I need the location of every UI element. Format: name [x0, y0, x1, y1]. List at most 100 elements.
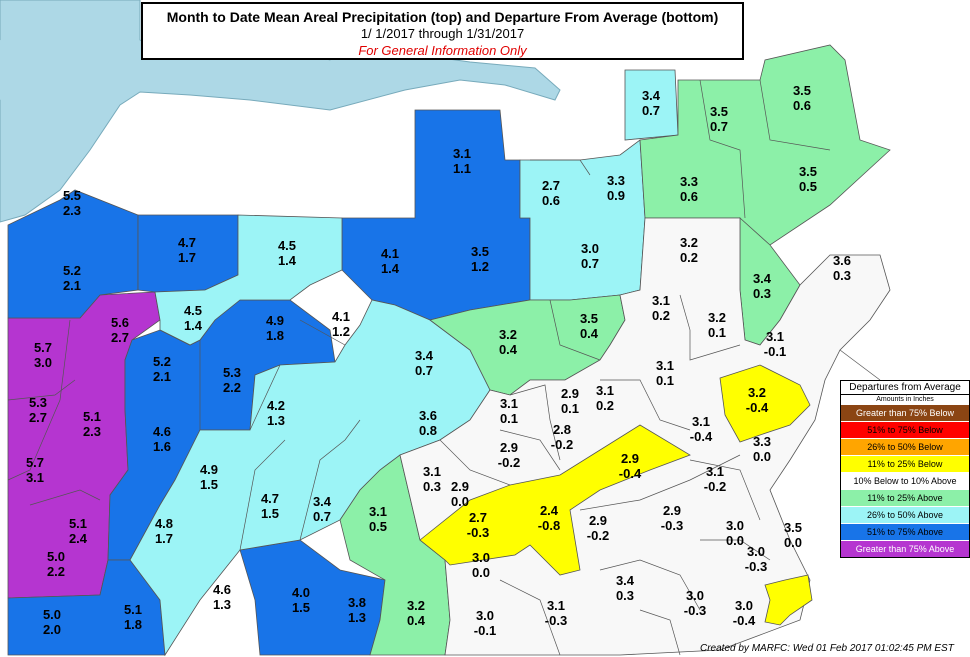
departure-value: 1.5: [200, 477, 218, 492]
departure-value: -0.4: [619, 466, 642, 481]
map-title-box: Month to Date Mean Areal Precipitation (…: [141, 2, 744, 60]
precip-value: 5.2: [63, 263, 81, 278]
precip-value: 3.4: [753, 271, 772, 286]
departure-value: 0.4: [499, 342, 518, 357]
departure-value: -0.2: [498, 455, 520, 470]
departure-value: -0.4: [746, 400, 769, 415]
precip-value: 4.0: [292, 585, 310, 600]
region-yellow-sw: [419, 424, 691, 576]
precip-value: 3.3: [753, 434, 771, 449]
departure-value: 2.7: [29, 410, 47, 425]
departure-value: -0.3: [745, 559, 767, 574]
precip-value: 5.1: [83, 409, 101, 424]
date-range: 1/ 1/2017 through 1/31/2017: [360, 26, 525, 41]
precip-value: 3.5: [793, 83, 811, 98]
precip-value: 2.9: [621, 451, 639, 466]
precip-value: 5.1: [69, 516, 87, 531]
departure-value: 2.4: [69, 531, 88, 546]
precip-value: 4.5: [184, 303, 202, 318]
departure-value: 0.9: [607, 188, 625, 203]
departure-value: 3.0: [34, 355, 52, 370]
map-title: Month to Date Mean Areal Precipitation (…: [166, 9, 719, 25]
departure-value: -0.2: [704, 479, 726, 494]
precip-value: 5.3: [223, 365, 241, 380]
precip-value: 3.0: [686, 588, 704, 603]
precip-value: 3.1: [652, 293, 670, 308]
precip-value: 3.2: [499, 327, 517, 342]
precip-value: 4.7: [178, 235, 196, 250]
precip-value: 3.1: [692, 414, 710, 429]
departure-value: 0.0: [753, 449, 771, 464]
precip-value: 2.8: [553, 422, 571, 437]
departure-value: 1.8: [266, 328, 284, 343]
precip-value: 2.7: [542, 178, 560, 193]
departure-value: 2.1: [63, 278, 81, 293]
departure-value: 0.7: [642, 103, 660, 118]
precip-value: 4.9: [200, 462, 218, 477]
precip-value: 4.6: [213, 582, 231, 597]
departure-value: 0.6: [680, 189, 698, 204]
departure-value: 1.2: [471, 259, 489, 274]
departure-value: 1.4: [278, 253, 297, 268]
departure-value: -0.3: [467, 525, 489, 540]
precip-value: 3.0: [747, 544, 765, 559]
departure-value: 1.2: [332, 324, 350, 339]
precip-value: 2.9: [663, 503, 681, 518]
legend-item: 51% to 75% Above: [841, 523, 969, 540]
departure-value: 2.3: [63, 203, 81, 218]
precip-value: 4.8: [155, 516, 173, 531]
credit-text: Created by MARFC: Wed 01 Feb 2017 01:02:…: [700, 643, 954, 654]
legend-item: 51% to 75% Below: [841, 421, 969, 438]
lake-erie-east: [0, 40, 50, 100]
departure-value: 0.4: [407, 613, 426, 628]
precip-value: 5.3: [29, 395, 47, 410]
precip-value: 2.9: [451, 479, 469, 494]
precip-value: 2.9: [589, 513, 607, 528]
precip-value: 2.7: [469, 510, 487, 525]
departure-value: 0.0: [472, 565, 490, 580]
departure-value: 0.8: [419, 423, 437, 438]
precip-value: 4.1: [332, 309, 350, 324]
departure-value: 0.7: [710, 119, 728, 134]
region-green-ne: [639, 44, 891, 246]
departure-value: 1.7: [178, 250, 196, 265]
precip-value: 4.5: [278, 238, 296, 253]
region-labels: 5.52.35.22.15.73.05.62.75.32.7 5.12.35.73…: [26, 83, 851, 638]
departure-value: -0.1: [764, 344, 786, 359]
precip-value: 3.1: [706, 464, 724, 479]
precip-value: 3.4: [415, 348, 434, 363]
departure-value: -0.4: [690, 429, 713, 444]
precip-value: 3.1: [423, 464, 441, 479]
legend-subheader: Amounts in Inches: [876, 396, 934, 403]
departure-value: 0.7: [415, 363, 433, 378]
precip-value: 4.1: [381, 246, 399, 261]
precip-value: 3.2: [708, 310, 726, 325]
departure-value: 0.5: [799, 179, 817, 194]
precip-value: 3.5: [799, 164, 817, 179]
departure-value: 2.7: [111, 330, 129, 345]
precip-value: 5.6: [111, 315, 129, 330]
precip-value: 3.5: [784, 520, 802, 535]
precip-value: 3.6: [419, 408, 437, 423]
precip-value: 3.8: [348, 595, 366, 610]
departure-value: 0.5: [369, 519, 387, 534]
departure-value: 0.0: [726, 533, 744, 548]
departure-value: 1.7: [155, 531, 173, 546]
departure-value: 1.5: [292, 600, 310, 615]
precip-value: 3.1: [596, 383, 614, 398]
precip-value: 3.1: [369, 504, 387, 519]
legend-rows: Greater than 75% Below 51% to 75% Below 26…: [841, 404, 969, 557]
departure-value: 0.1: [708, 325, 726, 340]
departure-value: 0.0: [451, 494, 469, 509]
region-yellow-e: [719, 364, 811, 443]
precip-value: 3.1: [766, 329, 784, 344]
legend-item: 11% to 25% Below: [841, 455, 969, 472]
region-blue-north: [341, 109, 531, 321]
legend-item: Greater than 75% Above: [841, 540, 969, 557]
region-yellow-se: [764, 574, 813, 626]
departure-value: 0.7: [581, 256, 599, 271]
departure-value: 1.8: [124, 617, 142, 632]
departure-value: 1.3: [267, 413, 285, 428]
precip-value: 5.7: [26, 455, 44, 470]
departure-value: 0.1: [500, 411, 518, 426]
